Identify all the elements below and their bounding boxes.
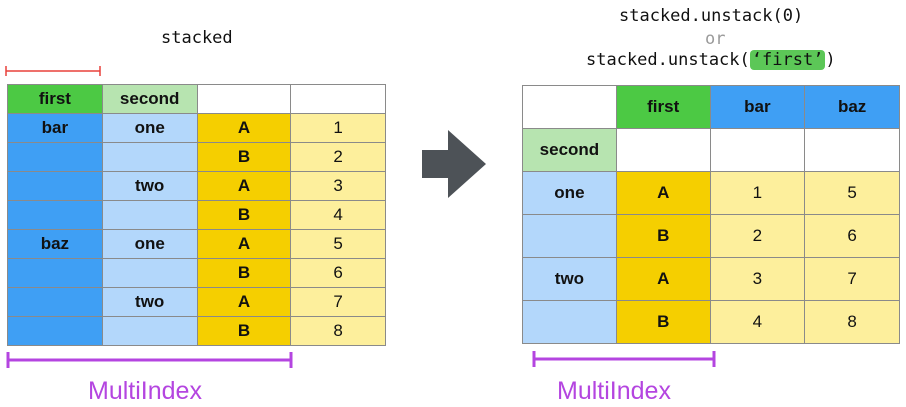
second-cell [522, 300, 617, 344]
table-row: one A 1 5 [522, 171, 900, 215]
baz-value-cell: 6 [804, 214, 900, 258]
second-cell: two [101, 171, 198, 201]
empty-cell [804, 128, 900, 172]
corner-empty [522, 85, 617, 129]
header-row: first bar baz [522, 85, 900, 129]
empty-cell [615, 128, 711, 172]
key-cell: A [196, 229, 292, 259]
first-cell: baz [7, 229, 103, 259]
table-row: B 2 [7, 142, 386, 172]
second-cell [101, 258, 198, 288]
second-cell: one [522, 171, 617, 215]
table-row: bar one A 1 [7, 113, 386, 143]
bar-value-cell: 3 [709, 257, 806, 301]
key-cell: B [196, 142, 292, 172]
table-row: B 6 [7, 258, 386, 288]
bar-value-cell: 1 [709, 171, 806, 215]
table-row: B 4 8 [522, 300, 900, 344]
first-cell [7, 171, 103, 201]
table-row: B 8 [7, 316, 386, 346]
key-cell: B [196, 316, 292, 346]
first-cell [7, 258, 103, 288]
key-cell: A [196, 113, 292, 143]
stacked-table: first second bar one A 1 B 2 two A 3 B 4… [7, 84, 386, 346]
first-cell [7, 200, 103, 230]
table-row: baz one A 5 [7, 229, 386, 259]
key-cell: B [615, 214, 711, 258]
table-row: B 2 6 [522, 214, 900, 258]
value-cell: 8 [290, 316, 386, 346]
header-first: first [615, 85, 711, 129]
table-row: two A 7 [7, 287, 386, 317]
header-second: second [101, 84, 198, 114]
table-row: two A 3 [7, 171, 386, 201]
or-text: or [705, 29, 726, 49]
unstack-code-line2: stacked.unstack(‘first’) [586, 50, 836, 70]
second-cell: one [101, 113, 198, 143]
header-first: first [7, 84, 103, 114]
header-row: first second [7, 84, 386, 114]
multiindex-bracket [532, 351, 716, 367]
value-cell: 2 [290, 142, 386, 172]
baz-value-cell: 8 [804, 300, 900, 344]
first-cell [7, 142, 103, 172]
code-suffix: ) [825, 50, 836, 70]
value-cell: 7 [290, 287, 386, 317]
second-cell [101, 200, 198, 230]
multiindex-label: MultiIndex [557, 377, 671, 405]
key-cell: B [196, 200, 292, 230]
key-cell: B [196, 258, 292, 288]
bar-value-cell: 4 [709, 300, 806, 344]
unstacked-table: first bar baz second one A 1 5 B 2 6 two… [522, 85, 900, 344]
value-cell: 6 [290, 258, 386, 288]
index-name-row: second [522, 128, 900, 172]
value-cell: 5 [290, 229, 386, 259]
value-cell: 1 [290, 113, 386, 143]
header-bar: bar [709, 85, 806, 129]
first-cell [7, 287, 103, 317]
header-empty [290, 84, 386, 114]
header-empty [196, 84, 292, 114]
width-marker [5, 66, 101, 76]
table-row: B 4 [7, 200, 386, 230]
code-prefix: stacked.unstack( [586, 50, 750, 70]
first-cell [7, 316, 103, 346]
second-cell: two [522, 257, 617, 301]
value-cell: 3 [290, 171, 386, 201]
key-cell: A [615, 257, 711, 301]
code-arg-highlight: ‘first’ [749, 50, 826, 70]
bar-value-cell: 2 [709, 214, 806, 258]
second-cell: two [101, 287, 198, 317]
baz-value-cell: 5 [804, 171, 900, 215]
key-cell: A [196, 171, 292, 201]
first-cell: bar [7, 113, 103, 143]
second-cell [101, 142, 198, 172]
right-arrow-icon [422, 130, 486, 198]
key-cell: A [196, 287, 292, 317]
second-cell [101, 316, 198, 346]
second-cell [522, 214, 617, 258]
header-second: second [522, 128, 617, 172]
multiindex-bracket [6, 352, 293, 368]
table-row: two A 3 7 [522, 257, 900, 301]
key-cell: B [615, 300, 711, 344]
multiindex-label: MultiIndex [88, 377, 202, 405]
baz-value-cell: 7 [804, 257, 900, 301]
second-cell: one [101, 229, 198, 259]
left-title: stacked [161, 28, 233, 48]
empty-cell [709, 128, 806, 172]
unstack-code-line1: stacked.unstack(0) [619, 6, 804, 26]
value-cell: 4 [290, 200, 386, 230]
key-cell: A [615, 171, 711, 215]
header-baz: baz [804, 85, 900, 129]
